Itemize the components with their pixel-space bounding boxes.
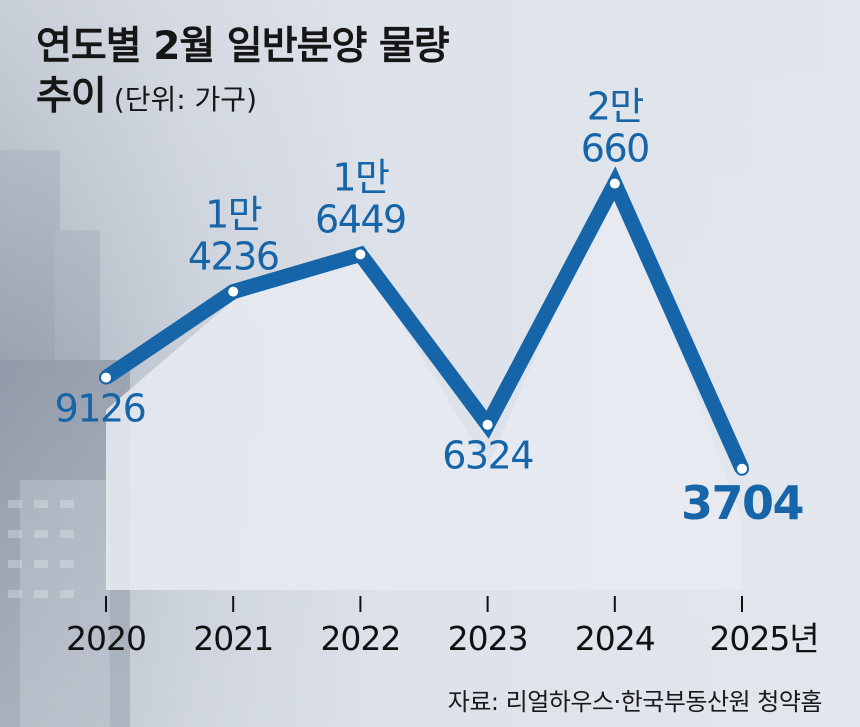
data-label-2-0: 1만 — [332, 155, 389, 199]
data-label-1-1: 4236 — [188, 235, 279, 279]
x-axis-labels: 2020 2021 2022 2023 2024 2025년 — [66, 619, 820, 658]
unit-label: (단위: 가구) — [113, 83, 257, 116]
x-axis-label-0: 2020 — [66, 619, 146, 658]
plot-area-fill — [106, 174, 742, 727]
data-points — [99, 176, 749, 476]
data-label-3-0: 6324 — [442, 434, 533, 478]
data-point-0 — [99, 370, 113, 385]
chart-title-line-2-text: 추이 — [36, 74, 107, 119]
data-point-5 — [735, 461, 749, 476]
data-point-4 — [607, 176, 622, 191]
series-line — [101, 166, 749, 472]
x-axis-ticks — [105, 596, 743, 612]
data-point-2 — [353, 247, 368, 262]
x-axis-label-1: 2021 — [193, 619, 273, 658]
data-label-2-1: 6449 — [315, 197, 406, 241]
chart-title: 연도별 2월 일반분양 물량 추이 (단위: 가구) — [36, 22, 450, 125]
data-label-4-1: 660 — [581, 127, 649, 171]
data-label-1-0: 1만 — [205, 193, 262, 237]
data-point-3 — [480, 417, 495, 432]
data-label-4-0: 2만 — [587, 85, 644, 129]
data-label-0-0: 9126 — [55, 387, 146, 431]
source-note: 자료: 리얼하우스·한국부동산원 청약홈 — [447, 688, 823, 716]
x-axis-label-3: 2023 — [448, 619, 528, 658]
chart-title-line-2: 추이 (단위: 가구) — [36, 72, 449, 125]
x-axis-label-5: 2025년 — [709, 619, 818, 658]
x-axis-label-4: 2024 — [575, 619, 655, 658]
series-line-group — [101, 166, 749, 472]
data-label-5-0: 3704 — [681, 476, 803, 530]
chart-title-line-1: 연도별 2월 일반분양 물량 — [36, 24, 450, 69]
data-point-1 — [226, 284, 241, 299]
x-axis-label-2: 2022 — [320, 619, 400, 658]
